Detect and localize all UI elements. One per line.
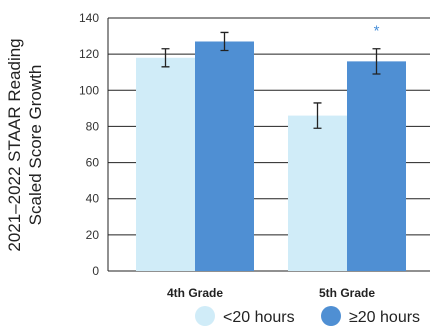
y-axis: 0 20 40 60 80 100 120 140 bbox=[79, 11, 109, 278]
significance-marker: * bbox=[374, 23, 380, 40]
legend-label: <20 hours bbox=[223, 309, 295, 326]
error-bar bbox=[313, 102, 322, 129]
x-category-label: 5th Grade bbox=[319, 286, 375, 300]
annotations: * bbox=[374, 23, 380, 40]
error-bar bbox=[220, 31, 229, 52]
y-axis-title-line: 2021–2022 STAAR Reading bbox=[5, 38, 24, 251]
error-bar bbox=[372, 48, 381, 75]
legend-swatch bbox=[195, 306, 215, 326]
y-tick-label: 140 bbox=[79, 11, 99, 25]
y-tick-label: 100 bbox=[79, 83, 99, 97]
y-tick-label: 120 bbox=[79, 47, 99, 61]
y-tick-label: 0 bbox=[92, 264, 99, 278]
legend: <20 hours ≥20 hours bbox=[195, 306, 420, 326]
y-axis-title: 2021–2022 STAAR Reading Scaled Score Grow… bbox=[5, 38, 45, 251]
bar-5th-grade-series-1 bbox=[347, 61, 406, 271]
bars bbox=[136, 41, 406, 271]
bar-4th-grade-series-1 bbox=[195, 41, 254, 271]
bar-5th-grade-series-0 bbox=[288, 115, 347, 271]
error-bar bbox=[161, 48, 170, 68]
y-tick-label: 80 bbox=[86, 119, 100, 133]
y-tick-label: 60 bbox=[86, 156, 100, 170]
x-category-label: 4th Grade bbox=[167, 286, 223, 300]
legend-swatch bbox=[321, 306, 341, 326]
error-bars bbox=[161, 31, 381, 129]
y-axis-title-line: Scaled Score Growth bbox=[26, 65, 45, 226]
x-axis-categories: 4th Grade 5th Grade bbox=[167, 286, 375, 300]
y-tick-label: 20 bbox=[86, 228, 100, 242]
bar-4th-grade-series-0 bbox=[136, 57, 195, 271]
y-axis-label: 2021–2022 STAAR Reading Scaled Score Grow… bbox=[5, 38, 45, 251]
legend-label: ≥20 hours bbox=[349, 309, 420, 326]
y-tick-label: 40 bbox=[86, 192, 100, 206]
